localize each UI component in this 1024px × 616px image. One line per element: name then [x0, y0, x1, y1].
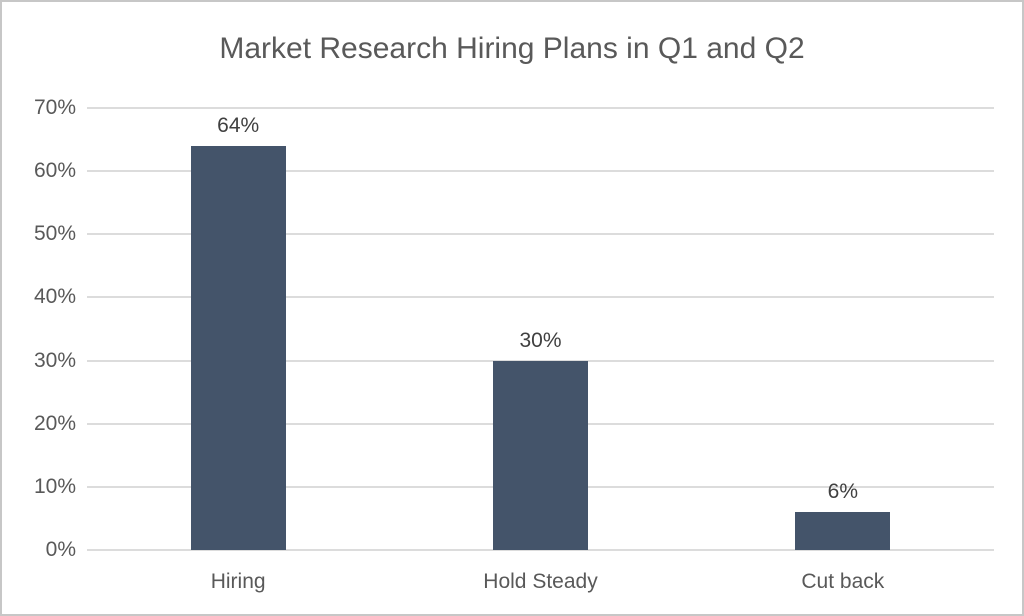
category-label: Cut back: [801, 570, 885, 593]
bar-hiring: [190, 145, 286, 550]
y-axis-tick-label: 40%: [33, 285, 76, 309]
gridline: [87, 233, 994, 236]
y-axis-tick-label: 50%: [33, 222, 76, 246]
data-label: 64%: [217, 113, 260, 137]
y-axis-tick-label: 10%: [33, 474, 76, 498]
category-label: Hold Steady: [483, 570, 598, 593]
bar-hold-steady: [493, 360, 588, 550]
x-axis-line: [87, 549, 994, 551]
y-axis-tick-label: 60%: [33, 159, 76, 183]
chart-title: Market Research Hiring Plans in Q1 and Q…: [219, 32, 805, 65]
y-axis-tick-label: 30%: [33, 348, 76, 372]
y-axis-tick-label: 70%: [33, 96, 76, 119]
data-label: 30%: [519, 328, 562, 352]
category-label: Hiring: [210, 570, 266, 593]
gridline: [87, 296, 994, 299]
data-label: 6%: [827, 480, 858, 504]
bar-cut-back: [795, 512, 891, 550]
y-axis-tick-label: 0%: [45, 538, 76, 561]
gridline: [87, 170, 994, 173]
gridline: [87, 107, 994, 109]
y-axis-tick-label: 20%: [33, 411, 76, 435]
